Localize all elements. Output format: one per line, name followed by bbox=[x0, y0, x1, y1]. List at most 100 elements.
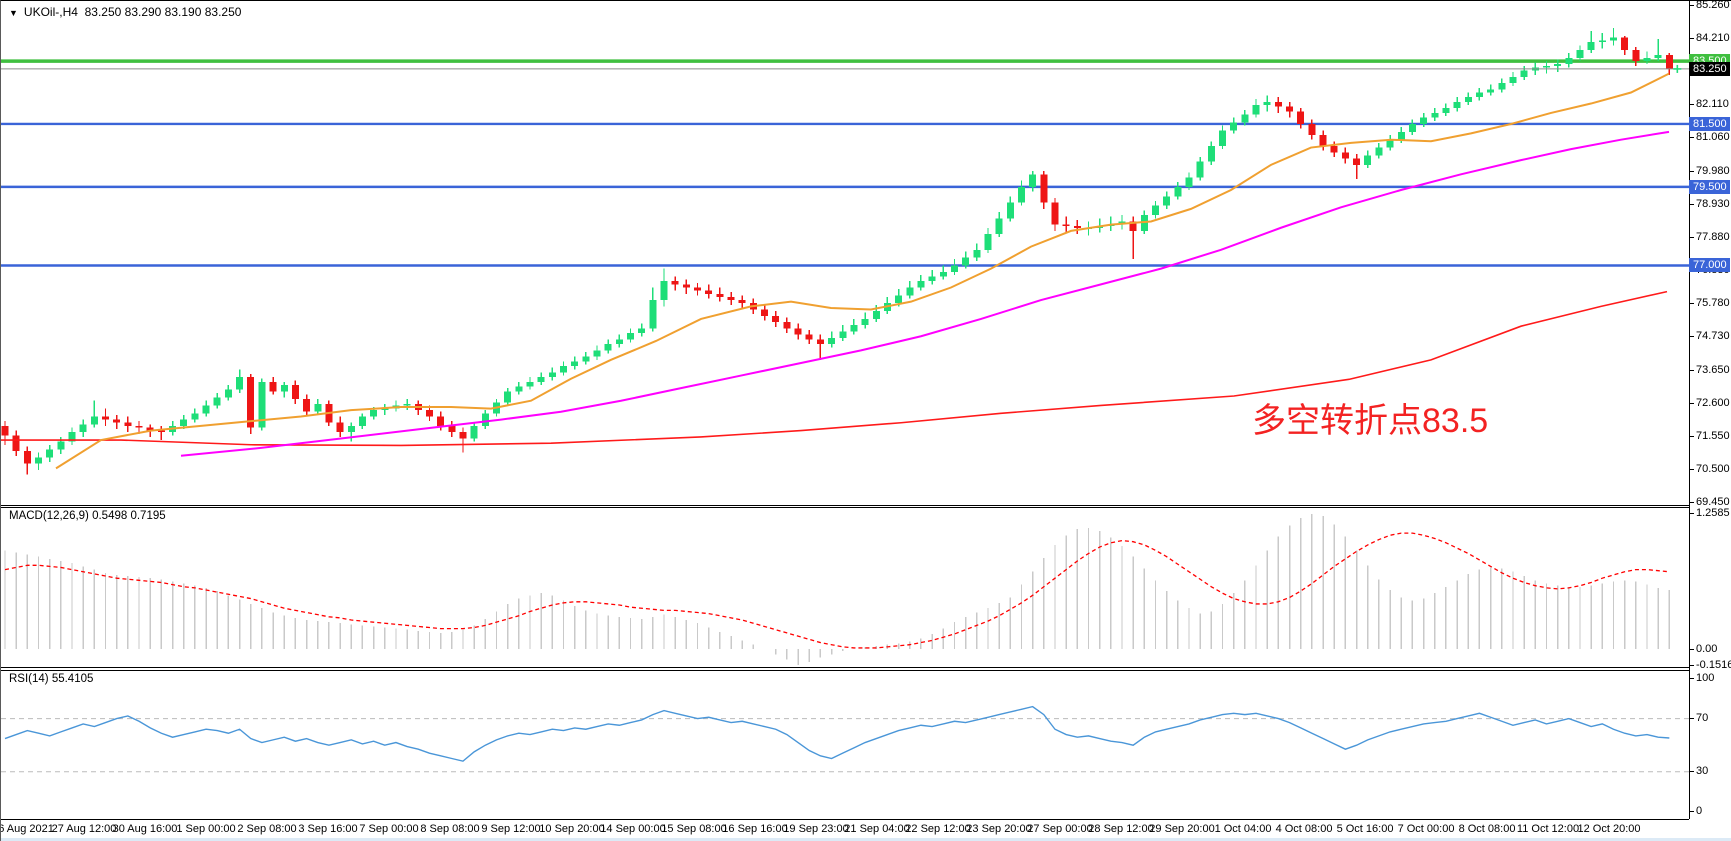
price-level-badge: 77.000 bbox=[1689, 258, 1730, 273]
macd-tick-label: 0.00 bbox=[1690, 643, 1717, 656]
time-tick-label: 11 Oct 12:00 bbox=[1516, 823, 1580, 835]
candle-body bbox=[1375, 147, 1383, 156]
indicator-line[interactable] bbox=[4, 532, 1670, 649]
candle-body bbox=[1498, 83, 1506, 90]
panel-separator[interactable] bbox=[1, 507, 1689, 508]
candle-body bbox=[358, 416, 366, 426]
candle-body bbox=[370, 410, 378, 417]
time-axis-line bbox=[1, 819, 1689, 820]
candle-body bbox=[738, 300, 746, 304]
candle-body bbox=[593, 350, 601, 357]
candle-body bbox=[1230, 122, 1238, 131]
macd-label: MACD(12,26,9) 0.5498 0.7195 bbox=[9, 510, 166, 522]
candle-body bbox=[481, 413, 489, 426]
candle-body bbox=[872, 311, 880, 319]
indicator-line[interactable] bbox=[4, 705, 1670, 762]
time-tick-label: 27 Aug 12:00 bbox=[51, 823, 117, 835]
candle-body bbox=[1408, 123, 1416, 132]
candle-body bbox=[1520, 70, 1528, 77]
candle-body bbox=[202, 405, 210, 414]
candle-body bbox=[828, 337, 836, 345]
candle-body bbox=[571, 361, 579, 367]
candle-body bbox=[1140, 215, 1148, 231]
price-tick-label: 81.060 bbox=[1690, 131, 1730, 144]
time-tick-label: 21 Sep 04:00 bbox=[844, 823, 910, 835]
rsi-tick-label: 0 bbox=[1690, 805, 1702, 818]
candle-body bbox=[805, 334, 813, 340]
main-price-chart bbox=[1, 28, 1689, 475]
rsi-tick-label: 30 bbox=[1690, 765, 1708, 778]
candle-body bbox=[459, 432, 467, 439]
candle-body bbox=[1330, 145, 1338, 153]
time-tick-label: 8 Oct 08:00 bbox=[1458, 823, 1516, 835]
candle-body bbox=[1207, 145, 1215, 162]
panel-separator[interactable] bbox=[1, 670, 1689, 671]
candle-body bbox=[504, 391, 512, 403]
candle-body bbox=[660, 281, 668, 301]
candle-body bbox=[1386, 139, 1394, 148]
candle-body bbox=[1609, 37, 1617, 41]
candle-body bbox=[1252, 105, 1260, 115]
candle-body bbox=[1442, 108, 1450, 113]
candle-body bbox=[1487, 89, 1495, 93]
indicator-line[interactable] bbox=[1, 290, 1668, 447]
price-level-badge: 83.250 bbox=[1689, 61, 1730, 76]
price-axis-line bbox=[1689, 1, 1690, 819]
panel-separator[interactable] bbox=[1, 505, 1689, 506]
candle-body bbox=[794, 328, 802, 335]
candle-body bbox=[560, 366, 567, 373]
candle-body bbox=[1576, 50, 1584, 58]
candle-body bbox=[1643, 57, 1651, 62]
candle-body bbox=[236, 377, 244, 390]
rsi-label: RSI(14) 55.4105 bbox=[9, 673, 94, 685]
candle-body bbox=[861, 318, 869, 326]
candle-body bbox=[1397, 131, 1405, 140]
chinese-annotation-text: 多空转折点83.5 bbox=[1252, 402, 1489, 440]
panel-separator[interactable] bbox=[1, 667, 1689, 668]
candle-body bbox=[1364, 155, 1372, 165]
candle-body bbox=[816, 339, 824, 345]
price-axis[interactable]: 85.26084.21083.16082.11081.06079.98078.9… bbox=[1689, 1, 1731, 837]
candle-body bbox=[1565, 57, 1573, 65]
indicator-line[interactable] bbox=[55, 72, 1670, 470]
candle-body bbox=[135, 425, 143, 428]
candle-body bbox=[548, 372, 556, 378]
time-tick-label: 1 Oct 04:00 bbox=[1214, 823, 1272, 835]
candle-body bbox=[79, 424, 87, 433]
candle-body bbox=[347, 425, 355, 433]
candle-body bbox=[1051, 202, 1059, 225]
indicator-line[interactable] bbox=[180, 130, 1670, 457]
candle-body bbox=[1475, 92, 1483, 98]
price-tick-label: 78.930 bbox=[1690, 198, 1730, 211]
candle-body bbox=[694, 287, 702, 291]
price-level-badge: 79.500 bbox=[1689, 179, 1730, 194]
candle-body bbox=[1029, 174, 1037, 187]
candle-body bbox=[1274, 101, 1282, 107]
candle-body bbox=[1163, 196, 1171, 206]
macd-tick-label: 1.2585 bbox=[1690, 507, 1730, 520]
candle-body bbox=[783, 322, 791, 329]
price-tick-label: 77.880 bbox=[1690, 231, 1730, 244]
candle-body bbox=[515, 386, 523, 392]
time-tick-label: 22 Sep 12:00 bbox=[905, 823, 971, 835]
symbol-dropdown-icon[interactable]: ▼ bbox=[9, 8, 18, 18]
candle-body bbox=[671, 281, 679, 285]
candle-body bbox=[906, 287, 914, 296]
time-tick-label: 9 Sep 12:00 bbox=[481, 823, 541, 835]
candle-body bbox=[1598, 40, 1606, 43]
bottom-scroll-strip[interactable] bbox=[1, 838, 1731, 841]
time-tick-label: 10 Sep 20:00 bbox=[539, 823, 605, 835]
candle-body bbox=[716, 293, 724, 297]
candle-body bbox=[1542, 65, 1550, 68]
candle-body bbox=[1185, 177, 1193, 187]
candle-body bbox=[615, 339, 623, 345]
candle-body bbox=[470, 425, 478, 439]
time-tick-label: 4 Oct 08:00 bbox=[1275, 823, 1333, 835]
candle-body bbox=[68, 432, 76, 442]
candle-body bbox=[1062, 224, 1070, 227]
chart-title: ▼ UKOil-,H4 83.250 83.290 83.190 83.250 bbox=[9, 5, 241, 19]
candle-body bbox=[113, 419, 121, 423]
time-tick-label: 16 Sep 16:00 bbox=[722, 823, 788, 835]
